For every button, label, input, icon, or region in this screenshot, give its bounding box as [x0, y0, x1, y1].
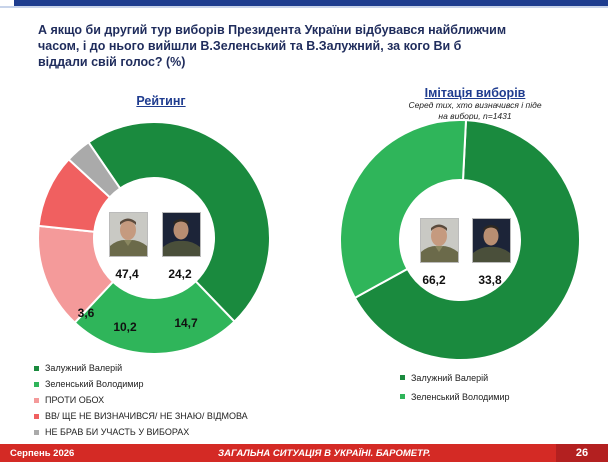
- legend-label: Залужний Валерій: [411, 372, 489, 383]
- legend-simulation: Залужний Валерій Зеленський Володимир: [400, 368, 510, 406]
- zaluzhnyi-photo: [109, 212, 148, 257]
- footer-bar: Серпень 2026 ЗАГАЛЬНА СИТУАЦІЯ В УКРАЇНІ…: [0, 444, 608, 462]
- footer-date: Серпень 2026: [10, 448, 75, 459]
- donut-slice-5: [67, 140, 122, 199]
- legend-swatch: [34, 429, 39, 435]
- legend-item: Залужний Валерій: [400, 368, 510, 387]
- legend-label: НЕ БРАВ БИ УЧАСТЬ У ВИБОРАХ: [45, 427, 190, 437]
- legend-item: ПРОТИ ОБОХ: [34, 392, 248, 408]
- legend-swatch: [34, 381, 39, 387]
- slice-value-label: 47,4: [115, 267, 139, 281]
- legend-swatch: [400, 375, 405, 380]
- donut-chart-rating: 47,4 24,2 14,7 10,2 3,6: [37, 121, 271, 355]
- legend-label: Зеленський Володимир: [411, 391, 510, 402]
- legend-item: Зеленський Володимир: [34, 376, 248, 392]
- donut-slice-1: [353, 119, 581, 361]
- page-number: 26: [556, 444, 608, 462]
- donut-slice-2: [73, 279, 236, 355]
- legend-swatch: [34, 397, 39, 403]
- slice-value-label: 14,7: [174, 316, 198, 330]
- slice-value-label: 3,6: [78, 306, 95, 320]
- legend-label: ВВ/ ЩЕ НЕ ВИЗНАЧИВСЯ/ НЕ ЗНАЮ/ ВІДМОВА: [45, 411, 248, 421]
- legend-item: ВВ/ ЩЕ НЕ ВИЗНАЧИВСЯ/ НЕ ЗНАЮ/ ВІДМОВА: [34, 408, 248, 424]
- footer-center-text: ЗАГАЛЬНА СИТУАЦІЯ В УКРАЇНІ. БАРОМЕТР.: [218, 448, 431, 459]
- legend-item: Залужний Валерій: [34, 360, 248, 376]
- slice-value-label: 33,8: [478, 273, 502, 287]
- slice-value-label: 10,2: [113, 320, 137, 334]
- slide-title: А якщо би другий тур виборів Президента …: [38, 23, 507, 69]
- zelenskyi-photo: [162, 212, 201, 257]
- legend-item: НЕ БРАВ БИ УЧАСТЬ У ВИБОРАХ: [34, 424, 248, 440]
- slice-value-label: 24,2: [168, 267, 192, 281]
- donut-chart-simulation: 66,2 33,8: [339, 119, 581, 361]
- zaluzhnyi-photo-2: [420, 218, 459, 263]
- legend-item: Зеленський Володимир: [400, 387, 510, 406]
- donut-slice-2: [339, 119, 468, 300]
- chart-2-subtitle: Серед тих, хто визначився і піде на вибо…: [408, 100, 542, 121]
- chart-1-title: Рейтинг: [136, 94, 186, 108]
- donut-slice-1: [87, 121, 271, 323]
- zelenskyi-photo-2: [472, 218, 511, 263]
- legend-label: ПРОТИ ОБОХ: [45, 395, 105, 405]
- legend-rating: Залужний Валерій Зеленський Володимир ПР…: [34, 360, 248, 440]
- slice-value-label: 66,2: [422, 273, 446, 287]
- legend-swatch: [34, 413, 39, 419]
- legend-swatch: [34, 365, 39, 371]
- legend-swatch: [400, 394, 405, 399]
- top-bar-stripe: [0, 6, 608, 8]
- legend-label: Залужний Валерій: [45, 363, 123, 373]
- chart-2-title: Імітація виборів: [424, 86, 526, 100]
- top-bar: [0, 0, 608, 9]
- legend-label: Зеленський Володимир: [45, 379, 144, 389]
- top-bar-blue: [14, 0, 608, 6]
